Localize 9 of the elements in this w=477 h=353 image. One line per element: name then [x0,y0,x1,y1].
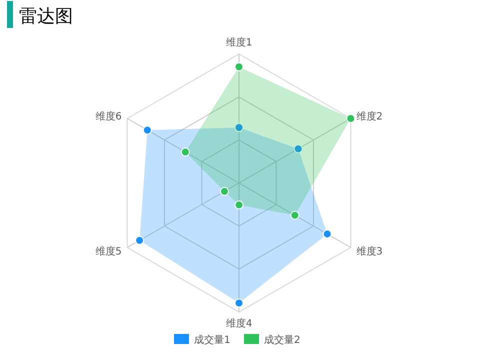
spoke-label: 维度1 [226,36,252,49]
spoke-label: 维度2 [356,110,383,122]
spoke-label: 维度4 [226,317,252,330]
legend-label: 成交量1 [194,334,230,346]
spoke-label: 维度3 [356,246,383,258]
spoke-label: 维度5 [95,246,122,258]
legend-label: 成交量2 [264,334,300,346]
chart-title: 雷达图 [19,6,73,27]
spoke-label: 维度6 [95,110,122,122]
